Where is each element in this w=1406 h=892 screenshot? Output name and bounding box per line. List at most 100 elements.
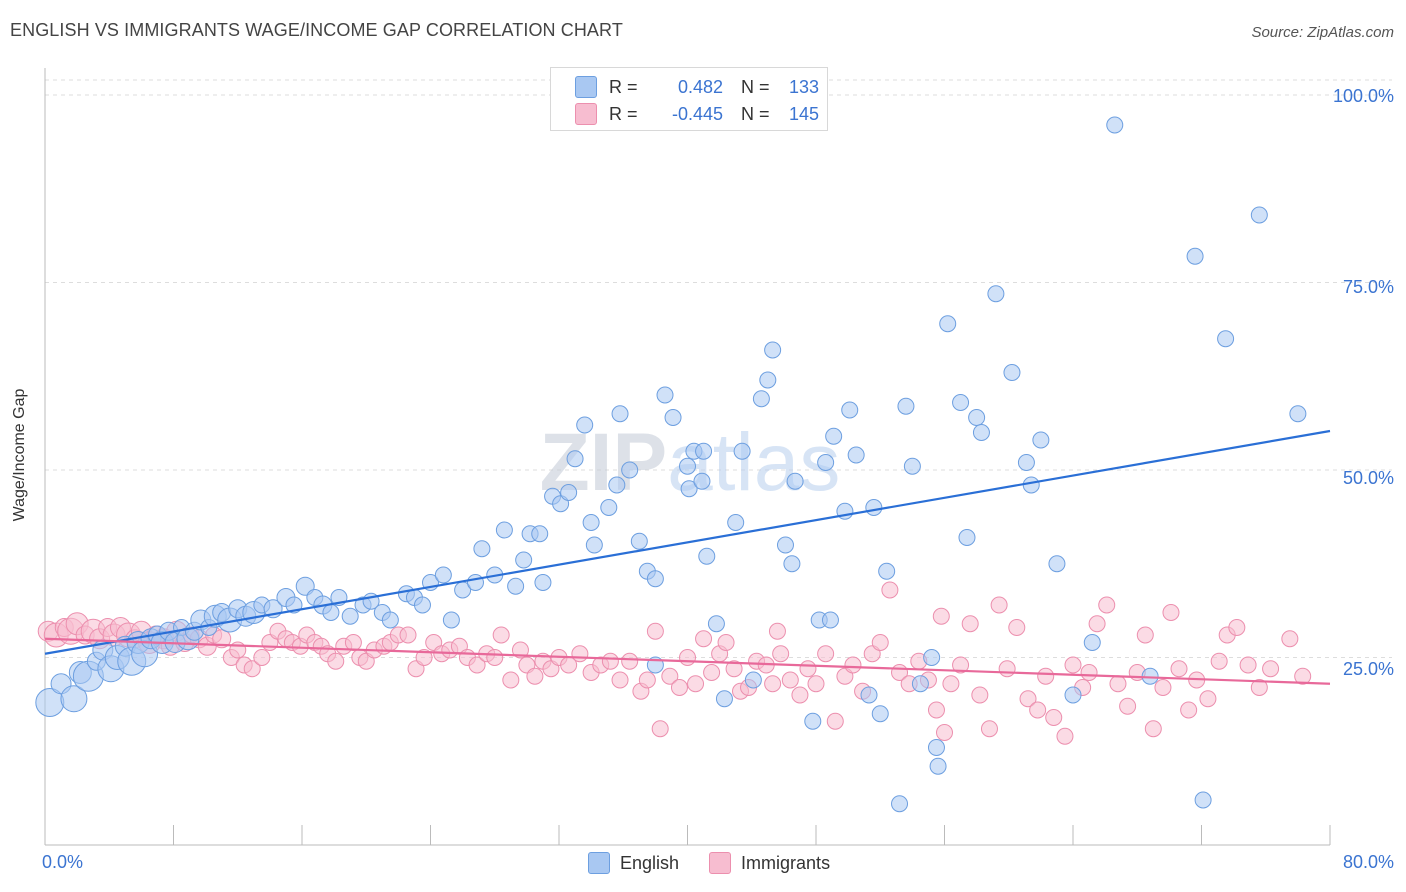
immigrants-point — [1045, 709, 1063, 726]
immigrants-point — [502, 671, 520, 689]
immigrants-point — [611, 671, 629, 689]
immigrants-point — [764, 675, 782, 693]
immigrants-point — [768, 622, 786, 640]
immigrants-swatch — [575, 103, 597, 125]
immigrants-legend-swatch[interactable] — [709, 852, 732, 874]
english-point — [560, 484, 578, 501]
immigrants-legend-label[interactable]: Immigrants — [741, 852, 831, 873]
immigrants-point — [1162, 604, 1180, 621]
immigrants-point — [1088, 615, 1106, 633]
watermark: ZIPatlas — [540, 417, 841, 508]
series-legend: English Immigrants — [588, 852, 830, 874]
immigrants-point — [243, 660, 261, 678]
immigrants-point — [703, 664, 721, 681]
immigrants-point — [980, 720, 998, 738]
y-axis-label: Wage/Income Gap — [11, 388, 28, 522]
english-point — [698, 547, 716, 565]
english-point — [1194, 791, 1212, 809]
x-tick-min: 0.0% — [42, 852, 84, 872]
immigrants-point — [1080, 664, 1098, 681]
english-point — [413, 596, 431, 614]
y-tick-25: 25.0% — [1342, 659, 1394, 679]
english-point — [707, 615, 725, 633]
english-point — [860, 686, 878, 704]
english-point — [929, 757, 947, 775]
immigrants-point — [670, 679, 688, 696]
english-point — [783, 555, 801, 573]
english-point — [679, 457, 696, 475]
english-point — [664, 409, 682, 426]
english-point — [923, 649, 941, 666]
english-trend-line — [44, 429, 1331, 655]
immigrants-trend-line — [44, 637, 1331, 685]
n-key: N = — [741, 103, 770, 124]
immigrants-point — [1210, 652, 1228, 670]
r-key: R = — [609, 103, 638, 124]
immigrants-point — [799, 660, 817, 678]
english-point — [531, 525, 549, 543]
immigrants-point — [1170, 660, 1188, 678]
immigrants-point — [927, 701, 945, 719]
immigrants-point — [781, 671, 799, 689]
immigrants-point — [1029, 701, 1047, 719]
y-tick-50: 50.0% — [1342, 468, 1394, 488]
immigrants-point — [1136, 626, 1154, 644]
immigrants-point — [1037, 667, 1055, 685]
immigrants-point — [1228, 619, 1246, 636]
english-point — [576, 416, 594, 434]
immigrants-point — [952, 656, 970, 674]
english-point — [608, 476, 626, 494]
immigrants-point — [468, 656, 486, 674]
y-tick-100: 100.0% — [1332, 86, 1394, 106]
english-point — [322, 604, 340, 621]
english-point — [764, 341, 782, 359]
immigrants-point — [1144, 720, 1162, 738]
immigrants-point — [807, 675, 825, 693]
immigrants-point — [1056, 727, 1074, 745]
english-point — [341, 607, 359, 625]
english-point — [841, 401, 859, 419]
source-label: Source: ZipAtlas.com — [1251, 24, 1394, 41]
english-point — [878, 562, 896, 580]
english-point — [804, 712, 822, 730]
stats-row-english: R = 0.482 N = 133 — [575, 74, 819, 100]
english-legend-swatch[interactable] — [588, 852, 610, 874]
english-point — [1217, 330, 1235, 348]
english-point — [466, 574, 484, 591]
n-value: 145 — [789, 103, 820, 124]
x-tick-max: 80.0% — [1342, 852, 1394, 872]
english-point — [695, 442, 713, 460]
english-point — [715, 690, 733, 708]
immigrants-point — [571, 645, 589, 663]
english-legend-label[interactable]: English — [620, 852, 680, 873]
immigrants-point — [817, 645, 835, 663]
english-point — [727, 514, 745, 531]
immigrants-point — [1019, 690, 1037, 708]
immigrants-point — [1199, 690, 1217, 708]
english-point — [903, 457, 921, 475]
english-point — [585, 536, 603, 554]
english-point — [495, 521, 513, 539]
immigrants-point — [1098, 596, 1116, 614]
english-point — [600, 499, 618, 516]
english-point — [733, 442, 751, 460]
stats-row-immigrants: R = -0.445 N = 145 — [575, 101, 819, 127]
r-value: -0.445 — [671, 103, 723, 124]
english-point — [1250, 206, 1268, 224]
immigrants-point — [511, 641, 529, 659]
immigrants-point — [961, 615, 979, 633]
immigrants-point — [1008, 619, 1026, 636]
english-point — [680, 480, 698, 498]
immigrants-point — [932, 607, 950, 625]
english-point — [987, 285, 1005, 303]
chart-title: ENGLISH VS IMMIGRANTS WAGE/INCOME GAP CO… — [10, 20, 623, 40]
english-point — [911, 675, 929, 693]
english-point — [434, 566, 452, 584]
english-point — [507, 577, 525, 595]
english-point — [897, 397, 915, 415]
english-point — [786, 472, 804, 490]
immigrants-point — [621, 652, 639, 670]
english-point — [630, 532, 648, 550]
immigrants-point — [212, 629, 232, 649]
immigrants-point — [638, 671, 656, 689]
